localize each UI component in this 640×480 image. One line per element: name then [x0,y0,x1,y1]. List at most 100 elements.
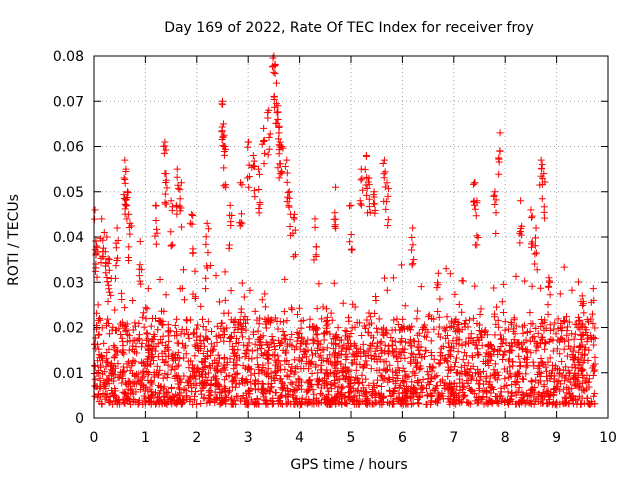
roti-point [542,339,550,347]
roti-point [382,367,390,375]
roti-point [115,325,123,333]
roti-point [274,115,282,123]
roti-point [564,323,572,331]
roti-point [122,328,130,336]
roti-point [516,358,524,366]
roti-point [365,381,373,389]
roti-point [241,379,249,387]
roti-point [186,398,194,406]
roti-point [435,391,443,399]
roti-point [188,220,196,228]
roti-point [176,186,184,194]
roti-point [520,321,528,329]
roti-point [428,392,436,400]
roti-point [145,397,153,405]
roti-point [388,341,396,349]
roti-point [561,377,569,385]
roti-point [561,317,569,325]
roti-point [315,280,323,288]
roti-point [107,291,115,299]
roti-point [369,379,377,387]
roti-point [473,232,481,240]
roti-point [304,336,312,344]
roti-point [287,304,295,312]
roti-point [409,241,417,249]
roti-point [260,137,268,145]
roti-point [422,384,430,392]
roti-point [365,309,373,317]
roti-point [120,174,128,182]
roti-point [371,207,379,215]
roti-point [330,279,338,287]
roti-point [177,330,185,338]
roti-point [303,340,311,348]
roti-point [319,303,327,311]
roti-point [171,332,179,340]
roti-point [512,272,520,280]
roti-point [349,300,357,308]
roti-point [532,234,540,242]
roti-point [528,212,536,220]
roti-point [556,350,564,358]
roti-point [98,324,106,332]
roti-point [505,341,513,349]
roti-point [538,195,546,203]
roti-point [510,314,518,322]
roti-point [437,344,445,352]
roti-point [367,365,375,373]
roti-point [98,400,106,408]
roti-point [526,328,534,336]
roti-point [154,353,162,361]
roti-point [91,206,99,214]
roti-point [430,325,438,333]
roti-point [565,400,573,408]
roti-point [385,342,393,350]
roti-point [177,204,185,212]
roti-point [129,369,137,377]
roti-point [191,396,199,404]
roti-point [296,345,304,353]
roti-point [492,320,500,328]
roti-point [294,334,302,342]
roti-point [163,374,171,382]
roti-point [290,400,298,408]
roti-point [305,385,313,393]
roti-point [431,387,439,395]
roti-point [435,360,443,368]
roti-point [316,390,324,398]
roti-point [274,325,282,333]
roti-point [377,338,385,346]
roti-point [281,332,289,340]
roti-point [180,354,188,362]
roti-point [135,335,143,343]
roti-point [378,346,386,354]
roti-point [453,324,461,332]
roti-point [591,335,599,343]
roti-point [557,324,565,332]
roti-point [121,389,129,397]
roti-point [540,170,548,178]
roti-point [155,382,163,390]
roti-point [458,326,466,334]
roti-point [284,387,292,395]
roti-point [262,324,270,332]
roti-point [264,114,272,122]
roti-point [538,161,546,169]
roti-point [383,198,391,206]
roti-point [417,283,425,291]
roti-point [566,345,574,353]
roti-point [401,302,409,310]
roti-point [584,357,592,365]
roti-point [381,183,389,191]
roti-point [402,373,410,381]
roti-point [144,346,152,354]
roti-point [494,316,502,324]
roti-point [126,378,134,386]
roti-point [220,143,228,151]
roti-point [105,256,113,264]
roti-point [343,373,351,381]
roti-point [395,384,403,392]
roti-point [165,327,173,335]
roti-point [217,368,225,376]
roti-point [274,108,282,116]
